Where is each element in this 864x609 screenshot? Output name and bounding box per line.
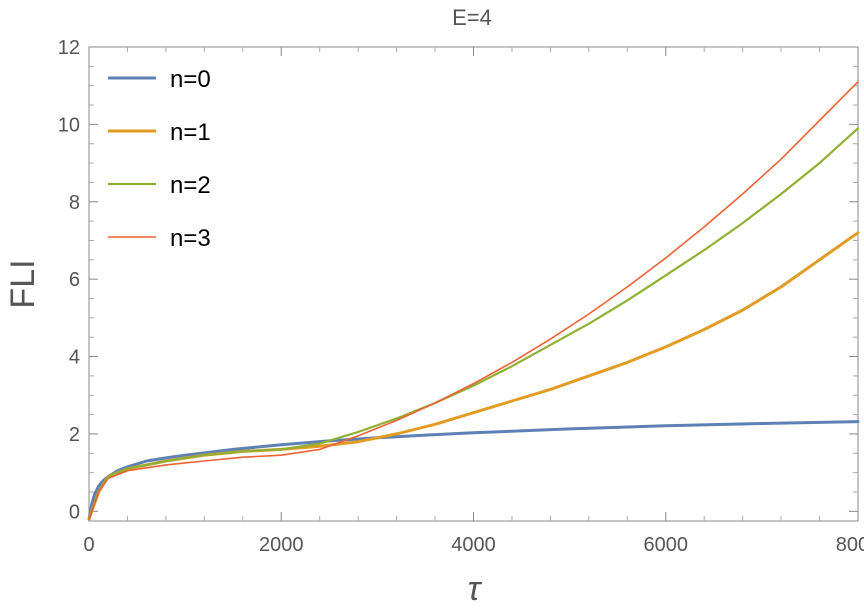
x-tick-label: 6000 <box>644 534 689 556</box>
y-axis-title: FLI <box>4 259 42 308</box>
legend: n=0 n=1 n=2 n=3 <box>108 66 211 252</box>
x-tick-label: 4000 <box>451 534 496 556</box>
y-tick-label: 12 <box>58 37 80 59</box>
y-tick-label: 10 <box>58 114 80 136</box>
y-tick-label: 0 <box>69 501 80 523</box>
y-tick-label: 4 <box>69 347 80 369</box>
series-line-n0 <box>87 420 860 521</box>
y-tick-label: 8 <box>69 192 80 214</box>
legend-label: n=2 <box>170 172 211 199</box>
y-tick-label: 2 <box>69 424 80 446</box>
chart-title: E=4 <box>452 5 492 30</box>
legend-label: n=0 <box>170 66 211 93</box>
x-tick-label: 2000 <box>259 534 304 556</box>
axis-ticks <box>88 46 859 521</box>
x-tick-label: 0 <box>83 534 94 556</box>
x-axis-title: τ <box>468 570 483 608</box>
series-layer <box>87 81 860 521</box>
legend-label: n=3 <box>170 225 211 252</box>
series-line-n3 <box>88 81 859 520</box>
legend-label: n=1 <box>170 119 211 146</box>
y-tick-label: 6 <box>69 269 80 291</box>
series-line-n1 <box>87 231 860 521</box>
